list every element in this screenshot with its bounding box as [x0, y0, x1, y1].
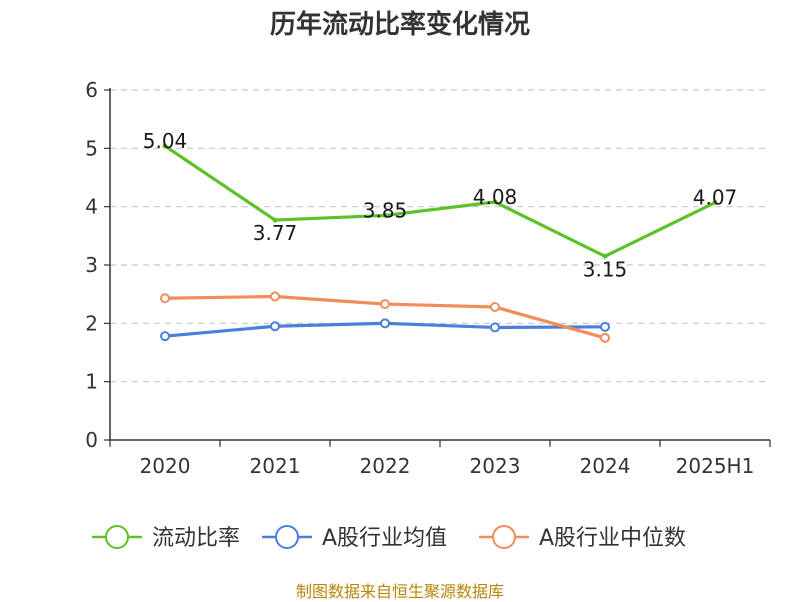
- y-tick-label: 2: [85, 311, 98, 335]
- legend-marker: [275, 525, 299, 549]
- y-tick-label: 6: [85, 78, 98, 102]
- data-point: [490, 322, 500, 333]
- axes: 0 1 2 3 4 5 6 2020 2021 2022 2023 2024 2025H1: [85, 78, 771, 478]
- x-tick-label: 2022: [360, 454, 411, 478]
- data-point: [600, 321, 610, 332]
- legend-marker: [105, 525, 129, 549]
- data-point: [492, 199, 498, 205]
- source-note: 制图数据来自恒生聚源数据库: [295, 582, 504, 601]
- data-point: [160, 293, 170, 304]
- data-point: [270, 291, 280, 302]
- x-tick-label: 2024: [580, 454, 631, 478]
- data-point: [602, 253, 608, 259]
- data-label: 4.07: [693, 186, 738, 210]
- data-label: 3.85: [363, 198, 408, 222]
- data-label: 4.08: [473, 185, 518, 209]
- legend-label: A股行业均值: [322, 526, 447, 551]
- data-point: [490, 302, 500, 312]
- series-line-0: [164, 144, 716, 258]
- data-label: 5.04: [143, 129, 188, 153]
- legend-label: A股行业中位数: [539, 526, 686, 551]
- y-tick-label: 4: [85, 195, 98, 219]
- x-tick-label: 2025H1: [676, 454, 755, 478]
- legend-label: 流动比率: [152, 526, 240, 551]
- data-point: [382, 212, 388, 218]
- data-point: [160, 331, 170, 342]
- legend: 流动比率 A股行业均值 A股行业中位数: [92, 525, 686, 551]
- legend-marker: [492, 525, 516, 549]
- y-tick-label: 0: [85, 428, 98, 452]
- x-tick-label: 2023: [470, 454, 521, 478]
- grid-lines: [110, 89, 770, 383]
- data-point: [380, 299, 390, 310]
- data-point: [600, 332, 610, 343]
- data-point: [272, 217, 278, 223]
- data-point: [712, 200, 718, 206]
- data-point: [270, 321, 280, 332]
- data-point: [380, 318, 390, 329]
- data-label: 3.77: [253, 221, 298, 245]
- x-tick-label: 2020: [140, 454, 191, 478]
- chart-title: 历年流动比率变化情况: [269, 10, 530, 40]
- data-label: 3.15: [583, 257, 628, 281]
- x-tick-label: 2021: [250, 454, 301, 478]
- series-group: [160, 143, 718, 343]
- data-labels: 5.04 3.77 3.85 4.08 3.15 4.07: [143, 129, 738, 281]
- data-point: [162, 143, 168, 149]
- y-tick-label: 1: [85, 370, 98, 394]
- y-tick-label: 3: [85, 253, 98, 277]
- y-tick-label: 5: [85, 136, 98, 160]
